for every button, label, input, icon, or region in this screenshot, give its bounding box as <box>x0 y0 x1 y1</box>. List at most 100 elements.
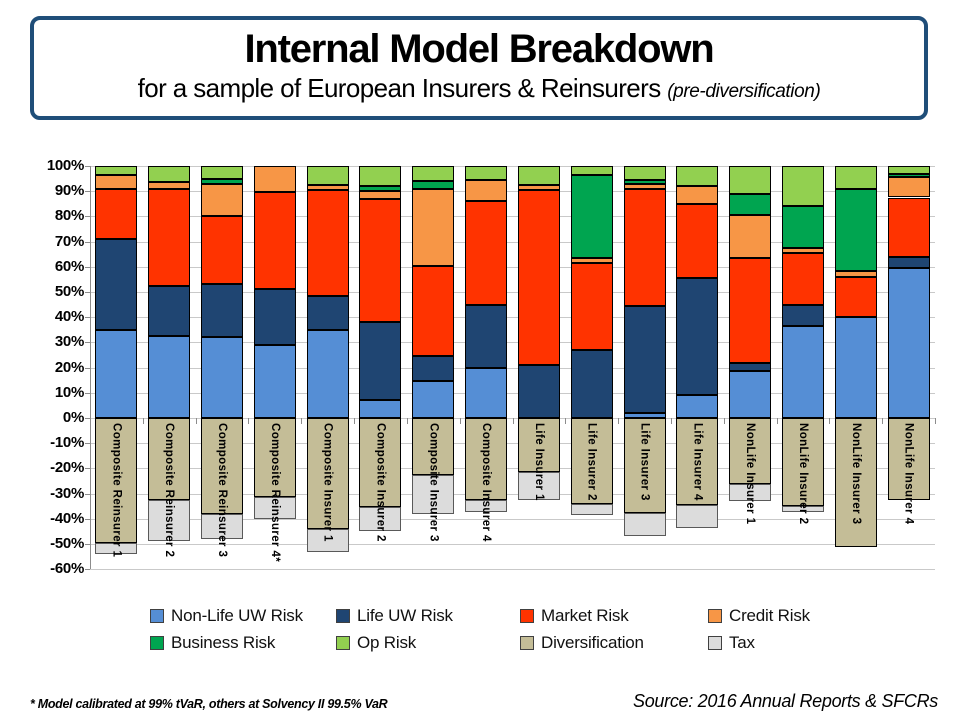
y-axis-label: 50% <box>54 283 84 300</box>
bar-segment-market-risk <box>201 216 244 285</box>
bar-segment-non-life-uw-risk <box>253 344 296 418</box>
bar-segment-op-risk <box>781 166 824 207</box>
bar-segment-diversification <box>517 418 560 473</box>
legend-label: Business Risk <box>171 633 276 652</box>
bar-segment-market-risk <box>359 198 402 323</box>
legend-swatch <box>708 609 722 623</box>
source-note: Source: 2016 Annual Reports & SFCRs <box>633 691 938 711</box>
category-tick <box>195 418 197 424</box>
bar-segment-credit-risk <box>465 179 508 202</box>
bar-segment-diversification <box>570 418 613 504</box>
category-tick <box>354 418 356 424</box>
y-axis-label: 30% <box>54 333 84 351</box>
y-axis-label: 80% <box>54 207 84 225</box>
bar-segment-tax <box>517 472 560 500</box>
bar-segment-market-risk <box>834 276 877 318</box>
bar-segment-credit-risk <box>412 188 455 266</box>
category-label: Life Insurer 2 <box>585 423 598 501</box>
y-axis-tick <box>85 468 90 470</box>
y-axis-tick <box>85 367 90 369</box>
bar-segment-market-risk <box>412 265 455 357</box>
bar-segment-diversification <box>359 418 402 508</box>
legend-swatch <box>150 609 164 623</box>
y-axis-label: 90% <box>54 182 84 200</box>
bar-segment-non-life-uw-risk <box>834 317 877 418</box>
category-label-wrap: Composite Reinsurer 1 <box>95 423 137 583</box>
category-tick <box>723 418 725 424</box>
bar-segment-non-life-uw-risk <box>201 337 244 418</box>
category-label-wrap: Composite Insurer 2 <box>359 423 401 583</box>
bar-segment-business-risk <box>359 186 402 192</box>
bar-segment-market-risk <box>517 189 560 366</box>
legend-item: Life UW Risk <box>336 606 453 626</box>
legend-swatch <box>336 609 350 623</box>
bar-segment-non-life-uw-risk <box>729 371 772 418</box>
bar-segment-market-risk <box>465 201 508 305</box>
y-axis-tick <box>85 317 90 319</box>
subtitle-text: for a sample of European Insurers & Rein… <box>137 73 662 103</box>
category-label: Composite Insurer 4 <box>480 423 493 542</box>
bar-segment-op-risk <box>201 166 244 179</box>
gridline <box>90 166 935 167</box>
bar-segment-op-risk <box>570 166 613 175</box>
category-label-wrap: NonLife Insurer 2 <box>782 423 824 583</box>
y-axis-tick <box>85 418 90 419</box>
bar-segment-tax <box>676 504 719 528</box>
legend-label: Credit Risk <box>729 606 810 625</box>
category-label-wrap: Composite Insurer 3 <box>412 423 454 583</box>
y-axis-tick <box>85 544 90 545</box>
bar-segment-business-risk <box>412 181 455 189</box>
bar-segment-diversification <box>201 418 244 514</box>
y-axis-label: 20% <box>54 358 84 376</box>
bar-segment-non-life-uw-risk <box>781 326 824 418</box>
gridline <box>90 317 935 319</box>
category-label: NonLife Insurer 3 <box>849 423 862 525</box>
bar-segment-op-risk <box>412 166 455 182</box>
bar-segment-tax <box>781 506 824 513</box>
bar-segment-business-risk <box>570 174 613 258</box>
bar-segment-market-risk <box>95 188 138 240</box>
bar-segment-tax <box>201 513 244 539</box>
bar-segment-tax <box>570 503 613 515</box>
bar-segment-market-risk <box>729 257 772 363</box>
category-tick <box>935 418 936 424</box>
bar-segment-diversification <box>306 418 349 529</box>
category-label-wrap: Life Insurer 4 <box>676 423 718 583</box>
bar-segment-business-risk <box>887 173 930 178</box>
gridline <box>90 544 935 545</box>
bar-segment-tax <box>95 542 138 555</box>
bar-segment-diversification <box>623 418 666 513</box>
y-axis-tick <box>85 266 90 268</box>
bar-segment-diversification <box>834 418 877 547</box>
legend-item: Business Risk <box>150 633 275 653</box>
y-axis-label: -60% <box>50 560 84 578</box>
bar-segment-non-life-uw-risk <box>887 268 930 418</box>
bar-segment-diversification <box>781 418 824 507</box>
bar-segment-non-life-uw-risk <box>623 412 666 418</box>
y-axis-tick <box>85 569 90 571</box>
category-label: Composite Insurer 3 <box>427 423 440 542</box>
bar-segment-life-uw-risk <box>781 304 824 326</box>
bar-segment-life-uw-risk <box>306 295 349 330</box>
gridline <box>90 191 935 193</box>
bar-segment-non-life-uw-risk <box>359 400 402 418</box>
bar-segment-credit-risk <box>306 184 349 190</box>
bar-segment-credit-risk <box>570 257 613 263</box>
category-tick <box>459 418 461 424</box>
bar-segment-life-uw-risk <box>253 289 296 345</box>
category-label-wrap: Composite Reinsurer 4* <box>254 423 296 583</box>
gridline <box>90 443 935 445</box>
category-label: NonLife Insurer 4 <box>902 423 915 525</box>
legend-item: Tax <box>708 633 755 653</box>
bar-segment-op-risk <box>729 166 772 194</box>
gridline <box>90 266 935 268</box>
bar-segment-op-risk <box>465 166 508 180</box>
bar-segment-tax <box>359 507 402 532</box>
gridline <box>90 216 935 218</box>
gridline <box>90 342 935 344</box>
category-tick <box>142 418 144 424</box>
category-tick <box>406 418 408 424</box>
gridline <box>90 392 935 394</box>
